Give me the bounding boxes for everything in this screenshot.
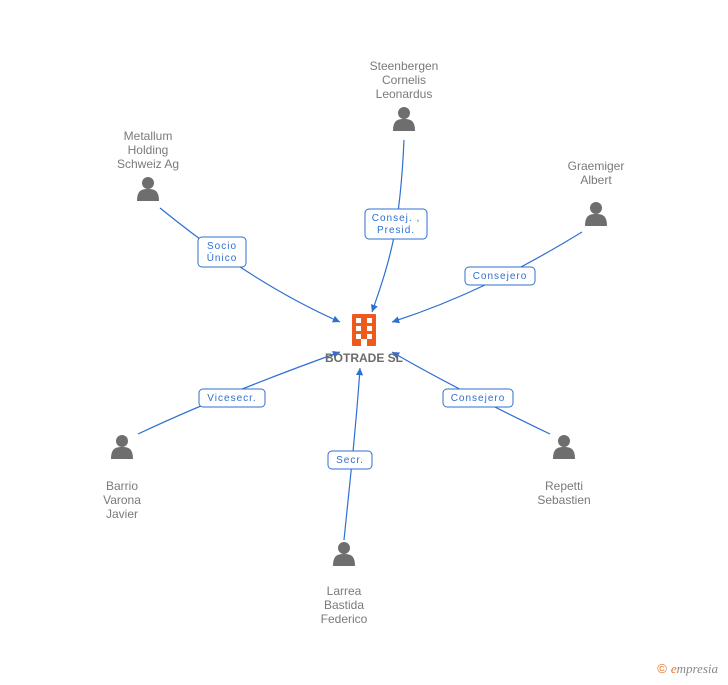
person-label-larrea: Larrea xyxy=(327,584,362,598)
person-node-metallum xyxy=(137,177,159,201)
person-label-metallum: Schweiz Ag xyxy=(117,157,179,171)
edge-label-text-steenbergen: Presid. xyxy=(377,225,415,236)
person-label-metallum: Holding xyxy=(128,143,169,157)
person-label-steenbergen: Cornelis xyxy=(382,73,426,87)
copyright-symbol: © xyxy=(657,661,667,676)
person-label-larrea: Federico xyxy=(321,612,368,626)
person-node-steenbergen xyxy=(393,107,415,131)
person-label-barrio: Varona xyxy=(103,493,141,507)
attribution-rest: mpresia xyxy=(677,661,718,676)
person-icon xyxy=(553,435,575,459)
person-label-barrio: Javier xyxy=(106,507,138,521)
person-icon xyxy=(333,542,355,566)
person-node-repetti xyxy=(553,435,575,459)
building-icon xyxy=(352,314,376,346)
person-label-steenbergen: Steenbergen xyxy=(370,59,439,73)
edge-label-text-larrea: Secr. xyxy=(336,455,364,466)
network-diagram: Consej. ,Presid. SocioÚnico Consejero Vices… xyxy=(0,0,728,685)
center-node: BOTRADE SL xyxy=(325,314,403,365)
edge-metallum xyxy=(160,208,340,322)
person-icon xyxy=(111,435,133,459)
person-label-repetti: Repetti xyxy=(545,479,583,493)
edge-label-text-metallum: Socio xyxy=(207,241,237,252)
edge-label-text-steenbergen: Consej. , xyxy=(372,213,420,224)
attribution: ©empresia xyxy=(657,661,718,677)
edge-label-text-metallum: Único xyxy=(207,251,238,264)
person-icon xyxy=(393,107,415,131)
person-node-larrea xyxy=(333,542,355,566)
edge-label-text-barrio: Vicesecr. xyxy=(207,393,256,404)
edge-label-text-repetti: Consejero xyxy=(451,393,506,404)
person-icon xyxy=(137,177,159,201)
person-node-graemiger xyxy=(585,202,607,226)
person-label-graemiger: Albert xyxy=(580,173,612,187)
edge-label-text-graemiger: Consejero xyxy=(473,271,528,282)
person-label-repetti: Sebastien xyxy=(537,493,590,507)
center-label: BOTRADE SL xyxy=(325,351,403,365)
person-label-barrio: Barrio xyxy=(106,479,138,493)
person-icon xyxy=(585,202,607,226)
person-label-larrea: Bastida xyxy=(324,598,364,612)
person-node-barrio xyxy=(111,435,133,459)
person-label-graemiger: Graemiger xyxy=(568,159,625,173)
person-label-metallum: Metallum xyxy=(124,129,173,143)
person-label-steenbergen: Leonardus xyxy=(376,87,433,101)
